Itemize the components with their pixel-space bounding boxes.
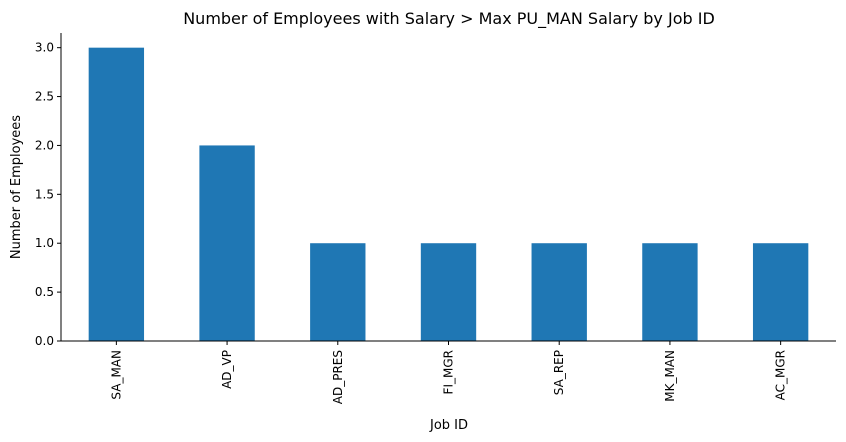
y-tick-label: 1.5 xyxy=(35,187,54,201)
x-axis-label: Job ID xyxy=(429,418,468,433)
y-tick-label: 2.0 xyxy=(35,138,54,152)
y-tick-label: 0.5 xyxy=(35,285,54,299)
x-tick-label: SA_MAN xyxy=(109,350,123,400)
x-tick-label: MK_MAN xyxy=(663,350,677,402)
y-tick-label: 3.0 xyxy=(35,41,54,55)
x-tick-label: SA_REP xyxy=(552,350,566,395)
x-tick-label: FI_MGR xyxy=(442,350,456,394)
y-tick-label: 0.0 xyxy=(35,334,54,348)
bar-ac-mgr xyxy=(752,243,809,341)
y-axis-ticks: 0.0 0.5 1.0 1.5 2.0 2.5 3.0 xyxy=(35,41,61,348)
x-tick-label: AD_PRES xyxy=(331,350,345,404)
y-tick-label: 1.0 xyxy=(35,236,54,250)
chart-title: Number of Employees with Salary > Max PU… xyxy=(183,9,715,29)
y-tick-label: 2.5 xyxy=(35,90,54,104)
x-tick-label: AD_VP xyxy=(220,350,234,389)
bar-sa-rep xyxy=(531,243,587,341)
bar-ad-pres xyxy=(310,243,366,341)
x-tick-label: AC_MGR xyxy=(774,350,788,400)
bar-ad-vp xyxy=(199,145,255,341)
y-axis-label: Number of Employees xyxy=(9,115,24,259)
bar-sa-man xyxy=(88,47,145,342)
bars-group xyxy=(88,47,809,342)
bar-fi-mgr xyxy=(420,243,477,341)
x-axis-ticks: SA_MAN AD_VP AD_PRES FI_MGR SA_REP MK_MAN AC_M… xyxy=(109,341,788,404)
bar-mk-man xyxy=(642,243,698,341)
